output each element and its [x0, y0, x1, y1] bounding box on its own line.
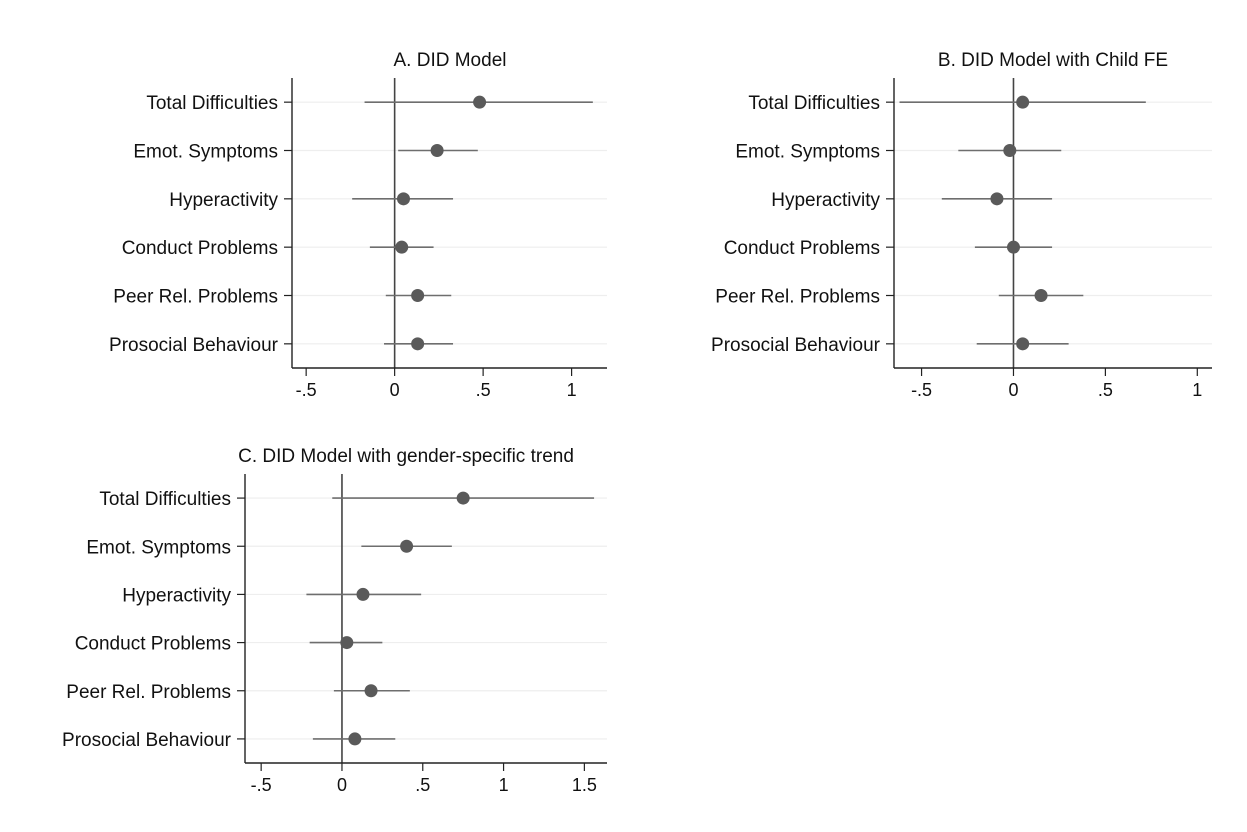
x-tick-label: 0: [337, 775, 347, 795]
panel-3: C. DID Model with gender-specific trend T…: [62, 446, 607, 795]
x-tick-label: 1.5: [572, 775, 597, 795]
estimate-point: [364, 684, 378, 698]
panel-1: A. DID Model Total Difficulties Emot. Symp…: [109, 50, 607, 400]
y-tick-label: Hyperactivity: [771, 190, 880, 211]
y-tick-label: Emot. Symptoms: [133, 142, 278, 163]
estimate-point: [430, 144, 444, 157]
estimate-point: [473, 95, 487, 109]
y-tick-label: Peer Rel. Problems: [66, 682, 231, 703]
y-tick-label: Conduct Problems: [122, 238, 278, 259]
estimate-point: [456, 491, 470, 505]
y-tick-label: Prosocial Behaviour: [711, 335, 881, 356]
y-tick-label: Total Difficulties: [748, 93, 880, 114]
estimate-point: [348, 732, 362, 746]
x-tick-label: 0: [390, 380, 400, 400]
x-tick-label: -.5: [911, 380, 932, 400]
estimate-point: [395, 240, 409, 254]
y-tick-label: Total Difficulties: [146, 93, 278, 114]
estimate-point: [396, 192, 410, 206]
estimate-point: [411, 337, 425, 351]
estimate-point: [1016, 337, 1030, 351]
estimate-point: [1016, 95, 1030, 109]
y-tick-label: Prosocial Behaviour: [62, 730, 232, 751]
x-tick-label: .5: [1098, 380, 1113, 400]
estimate-point: [356, 587, 370, 601]
panel-2: B. DID Model with Child FE Total Difficul…: [711, 50, 1212, 400]
estimate-point: [400, 539, 414, 553]
panel-title: A. DID Model: [394, 50, 507, 71]
y-tick-label: Peer Rel. Problems: [715, 287, 880, 308]
x-tick-label: 1: [1192, 380, 1202, 400]
x-tick-label: -.5: [251, 775, 272, 795]
estimate-point: [340, 636, 354, 650]
panel-title: B. DID Model with Child FE: [938, 50, 1168, 71]
y-tick-label: Hyperactivity: [169, 190, 278, 211]
x-tick-label: .5: [476, 380, 491, 400]
x-tick-label: .5: [415, 775, 430, 795]
x-tick-label: -.5: [296, 380, 317, 400]
estimate-point: [1003, 144, 1017, 157]
y-tick-label: Hyperactivity: [122, 585, 231, 606]
y-tick-label: Prosocial Behaviour: [109, 335, 279, 356]
estimate-point: [1034, 289, 1048, 302]
x-tick-label: 1: [499, 775, 509, 795]
y-tick-label: Total Difficulties: [99, 489, 231, 510]
estimate-point: [1006, 240, 1020, 254]
x-tick-label: 0: [1008, 380, 1018, 400]
x-tick-label: 1: [567, 380, 577, 400]
y-tick-label: Peer Rel. Problems: [113, 287, 278, 308]
panel-title: C. DID Model with gender-specific trend: [238, 446, 574, 467]
y-tick-label: Conduct Problems: [75, 634, 231, 655]
estimate-point: [990, 192, 1004, 206]
y-tick-label: Conduct Problems: [724, 238, 880, 259]
y-tick-label: Emot. Symptoms: [86, 537, 231, 558]
y-tick-label: Emot. Symptoms: [735, 142, 880, 163]
estimate-point: [411, 289, 425, 302]
